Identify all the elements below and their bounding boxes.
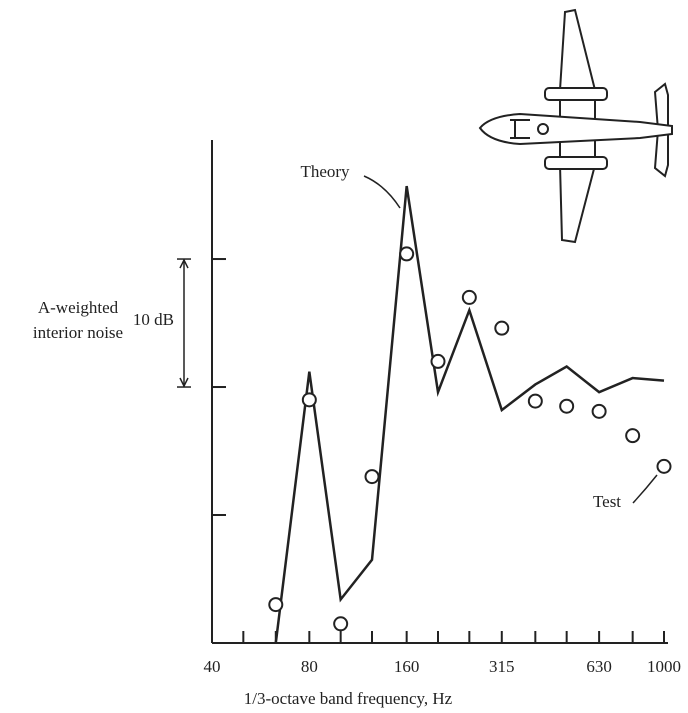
test-point [461,289,477,305]
test-point [656,458,672,474]
y-axis-label: interior noise [33,323,123,342]
theory-line [274,185,665,644]
test-point [494,320,510,336]
x-tick-label: 315 [489,657,515,676]
test-point [364,469,380,485]
test-point [268,597,284,613]
series-annotation: Test [593,492,621,511]
x-tick-label: 1000 [647,657,681,676]
x-tick-label: 160 [394,657,420,676]
x-tick-label: 80 [301,657,318,676]
scale-bracket [179,258,189,388]
test-point [430,353,446,369]
test-point [591,403,607,419]
test-point [527,393,543,409]
airplane-illustration [478,8,673,244]
x-tick-label: 630 [586,657,612,676]
y-axis-label: A-weighted [38,298,119,317]
test-point [559,398,575,414]
test-point [399,246,415,262]
test-point [625,428,641,444]
series-annotation: Theory [300,162,350,181]
x-tick-label: 40 [204,657,221,676]
annotation-leader [632,474,658,504]
annotation-leader [363,175,401,209]
x-axis-label: 1/3-octave band frequency, Hz [244,689,453,708]
test-point [333,616,349,632]
test-point [301,392,317,408]
scale-annotation: 10 dB [133,310,174,329]
